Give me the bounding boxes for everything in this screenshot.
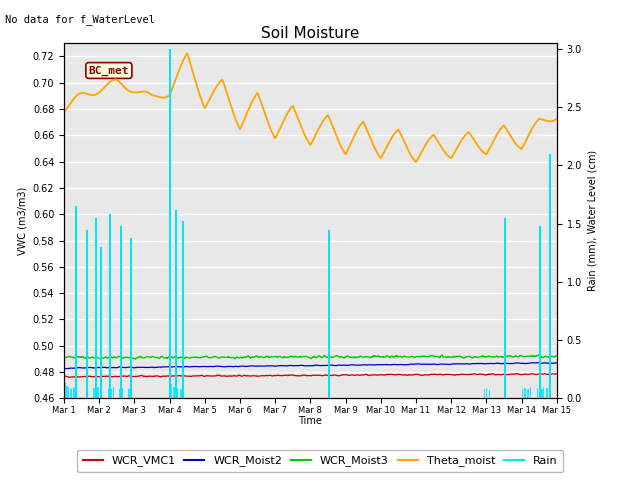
X-axis label: Time: Time xyxy=(298,417,323,426)
Bar xyxy=(119,389,120,398)
Bar xyxy=(111,389,112,398)
Bar xyxy=(180,389,182,398)
Bar xyxy=(484,389,485,398)
Bar xyxy=(131,388,132,398)
Bar xyxy=(93,388,95,398)
Bar xyxy=(541,389,543,398)
Bar xyxy=(486,388,487,398)
Bar xyxy=(550,154,552,398)
Bar xyxy=(74,388,76,398)
Title: Soil Moisture: Soil Moisture xyxy=(261,25,360,41)
Bar xyxy=(100,247,102,398)
Bar xyxy=(524,388,526,398)
Bar xyxy=(328,229,330,398)
Bar xyxy=(170,49,172,398)
Bar xyxy=(173,387,175,398)
Y-axis label: Rain (mm), Water Level (cm): Rain (mm), Water Level (cm) xyxy=(588,150,598,291)
Bar xyxy=(120,226,122,398)
Bar xyxy=(171,384,172,398)
Bar xyxy=(522,389,523,398)
Bar xyxy=(547,388,548,398)
Bar xyxy=(96,389,97,398)
Bar xyxy=(504,218,506,398)
Bar xyxy=(177,388,178,398)
Bar xyxy=(488,390,490,398)
Text: BC_met: BC_met xyxy=(88,65,129,76)
Bar xyxy=(65,383,67,398)
Bar xyxy=(109,215,111,398)
Bar xyxy=(129,389,130,398)
Bar xyxy=(122,388,123,398)
Bar xyxy=(66,385,68,398)
Bar xyxy=(71,389,72,398)
Text: No data for f_WaterLevel: No data for f_WaterLevel xyxy=(5,14,155,25)
Bar xyxy=(70,388,71,398)
Bar xyxy=(539,226,541,398)
Bar xyxy=(113,387,114,398)
Bar xyxy=(86,229,88,398)
Y-axis label: VWC (m3/m3): VWC (m3/m3) xyxy=(17,187,27,255)
Bar xyxy=(182,221,184,398)
Bar xyxy=(73,387,74,398)
Bar xyxy=(543,387,544,398)
Bar xyxy=(537,388,538,398)
Bar xyxy=(76,206,77,398)
Bar xyxy=(68,387,69,398)
Bar xyxy=(130,238,132,398)
Bar xyxy=(108,388,109,398)
Bar xyxy=(97,387,99,398)
Bar xyxy=(175,210,177,398)
Legend: WCR_VMC1, WCR_Moist2, WCR_Moist3, Theta_moist, Rain: WCR_VMC1, WCR_Moist2, WCR_Moist3, Theta_… xyxy=(77,450,563,472)
Bar xyxy=(530,387,531,398)
Bar xyxy=(527,389,529,398)
Bar xyxy=(95,218,97,398)
